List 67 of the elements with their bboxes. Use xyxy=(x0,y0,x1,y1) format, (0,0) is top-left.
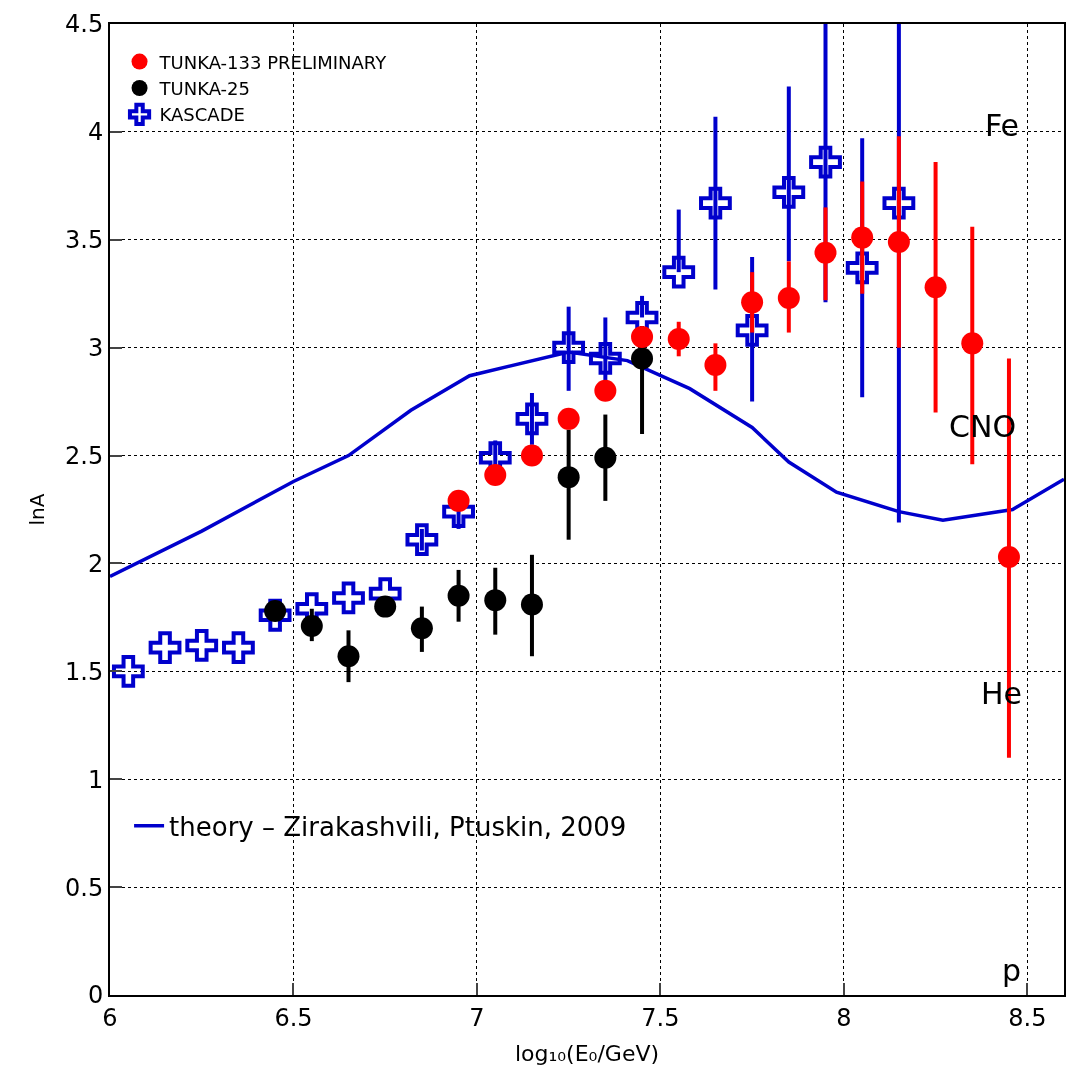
x-tick-label: 7.5 xyxy=(641,1003,680,1032)
point xyxy=(741,291,764,314)
point xyxy=(552,331,586,365)
point xyxy=(515,402,549,436)
y-tick-label: 2 xyxy=(87,549,104,578)
point xyxy=(924,276,947,299)
point xyxy=(667,328,690,351)
x-tick-label: 6.5 xyxy=(274,1003,313,1032)
point xyxy=(447,584,470,607)
x-tick-label: 8 xyxy=(836,1003,852,1032)
legend-label: TUNKA-133 PRELIMINARY xyxy=(158,51,388,73)
y-tick-label: 0.5 xyxy=(65,873,104,902)
point xyxy=(332,581,365,615)
point xyxy=(258,598,292,632)
point xyxy=(777,287,800,310)
point xyxy=(961,332,984,355)
y-tick-label: 4.5 xyxy=(65,10,104,39)
point xyxy=(410,617,433,640)
point xyxy=(814,241,837,264)
point xyxy=(882,186,916,220)
point xyxy=(520,593,543,616)
point xyxy=(594,446,617,469)
y-tick-label: 3.5 xyxy=(65,226,104,255)
point xyxy=(662,255,696,289)
y-tick-label: 0 xyxy=(87,981,104,1010)
x-tick-label: 8.5 xyxy=(1008,1003,1047,1032)
point xyxy=(851,226,874,249)
point xyxy=(111,654,145,688)
point xyxy=(337,645,360,668)
point xyxy=(631,347,654,370)
y-axis-title: lnA xyxy=(25,493,50,526)
point xyxy=(447,489,470,512)
legend-label: KASCADE xyxy=(159,104,245,126)
point xyxy=(405,523,439,557)
point xyxy=(588,342,622,375)
point xyxy=(735,314,769,347)
point xyxy=(704,353,727,376)
y-tick-label: 2.5 xyxy=(65,441,104,470)
y-tick-label: 1 xyxy=(87,765,104,794)
y-tick-label: 4 xyxy=(87,118,104,147)
y-tick-label: 1.5 xyxy=(65,657,104,686)
point xyxy=(809,145,842,179)
point xyxy=(631,325,654,348)
point xyxy=(997,545,1020,568)
x-tick-label: 7 xyxy=(469,1003,485,1032)
point xyxy=(845,251,879,285)
point xyxy=(594,379,617,402)
point xyxy=(772,175,806,209)
point xyxy=(484,589,507,612)
x-axis-title: log₁₀(E₀/GeV) xyxy=(514,1041,660,1067)
x-tick-label: 6 xyxy=(102,1003,118,1032)
legend-label: TUNKA-25 xyxy=(158,78,250,100)
point xyxy=(557,407,580,430)
point xyxy=(222,631,255,664)
point xyxy=(520,444,543,467)
annotation: Fe xyxy=(985,108,1020,143)
point xyxy=(887,230,910,253)
point xyxy=(185,629,219,662)
point xyxy=(557,466,580,489)
point xyxy=(484,463,507,486)
annotation: p xyxy=(1002,953,1022,988)
legend-label: theory – Zirakashvili, Ptuskin, 2009 xyxy=(169,811,627,842)
point xyxy=(148,631,182,664)
point xyxy=(300,615,323,638)
point xyxy=(699,186,732,220)
y-tick-label: 3 xyxy=(87,334,104,363)
point xyxy=(374,595,397,618)
